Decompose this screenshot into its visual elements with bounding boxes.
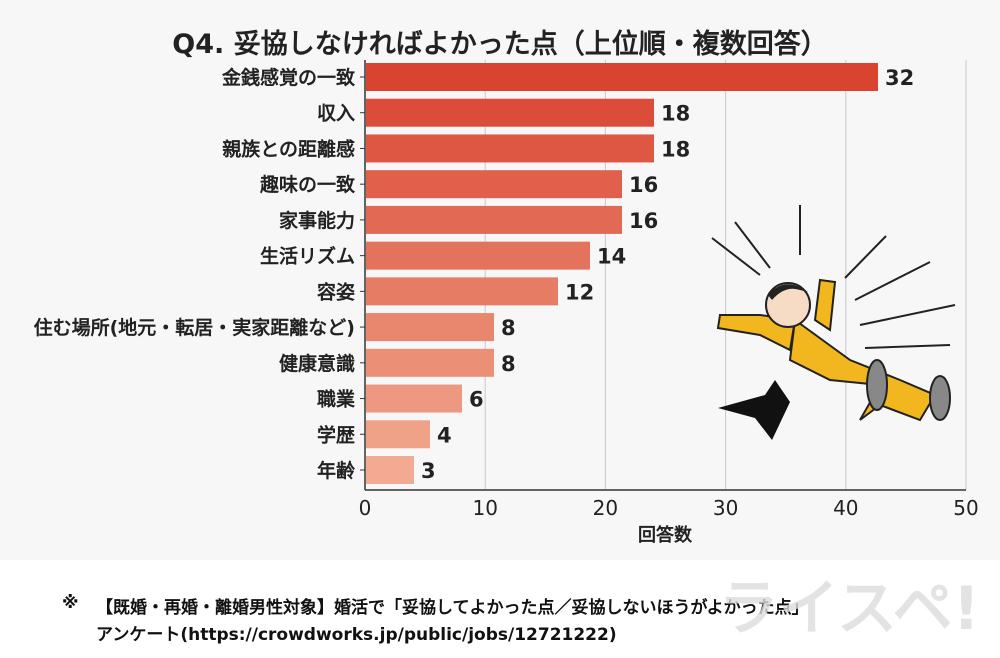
data-label: 3 (421, 459, 436, 483)
category-label: 容姿 (317, 280, 355, 303)
data-label: 6 (469, 388, 484, 412)
category-label: 学歴 (317, 423, 355, 446)
category-label: 趣味の一致 (259, 173, 356, 196)
category-label: 家事能力 (279, 209, 355, 232)
data-label: 4 (437, 423, 452, 447)
x-tick-label: 10 (472, 496, 497, 520)
bar (366, 456, 414, 484)
category-label: 住む場所(地元・転居・実家距離など) (34, 316, 355, 339)
x-tick-label: 40 (833, 496, 858, 520)
data-label: 12 (565, 280, 594, 304)
falling-man-illustration (711, 205, 956, 440)
watermark-logo: ライスペ! (718, 574, 980, 644)
x-tick-label: 20 (593, 496, 618, 520)
category-label: 職業 (317, 388, 356, 411)
bar (366, 134, 654, 163)
category-label: 生活リズム (260, 245, 355, 268)
x-axis-label: 回答数 (638, 524, 693, 546)
data-label: 8 (501, 316, 516, 340)
x-tick-label: 50 (953, 496, 978, 520)
bar (366, 170, 622, 199)
bar (366, 98, 654, 127)
category-label: 親族との距離感 (222, 137, 355, 160)
bar (366, 348, 494, 377)
footnote-line-1: 【既婚・再婚・離婚男性対象】婚活で「妥協してよかった点／妥協しないほうがよかった… (96, 598, 809, 618)
bar (366, 420, 430, 449)
data-label: 18 (661, 137, 690, 161)
footnote-line-2: アンケート(https://crowdworks.jp/public/jobs/… (96, 625, 617, 645)
bar (366, 205, 622, 234)
category-label: 健康意識 (279, 352, 355, 375)
data-label: 16 (629, 173, 658, 197)
category-label: 年齢 (317, 459, 356, 482)
bar (366, 241, 590, 270)
bar (366, 277, 558, 306)
category-label: 金銭感覚の一致 (221, 66, 356, 89)
chart-title: Q4. 妥協しなければよかった点（上位順・複数回答） (172, 29, 828, 60)
x-tick-label: 30 (713, 496, 738, 520)
bar (366, 384, 462, 413)
bar (366, 313, 494, 342)
x-tick-label: 0 (359, 496, 372, 520)
bar-chart: 0 10 20 30 40 50 回答数 金銭感覚の一致 32 収入 18 親族との距離感 18 趣味の一… (34, 60, 979, 546)
data-label: 14 (597, 245, 626, 269)
data-label: 8 (501, 352, 516, 376)
data-label: 18 (661, 102, 690, 126)
category-label: 収入 (317, 103, 355, 125)
footnote-mark: ※ (62, 593, 79, 613)
bar (366, 63, 878, 91)
data-label: 32 (885, 66, 914, 90)
data-label: 16 (629, 209, 658, 233)
